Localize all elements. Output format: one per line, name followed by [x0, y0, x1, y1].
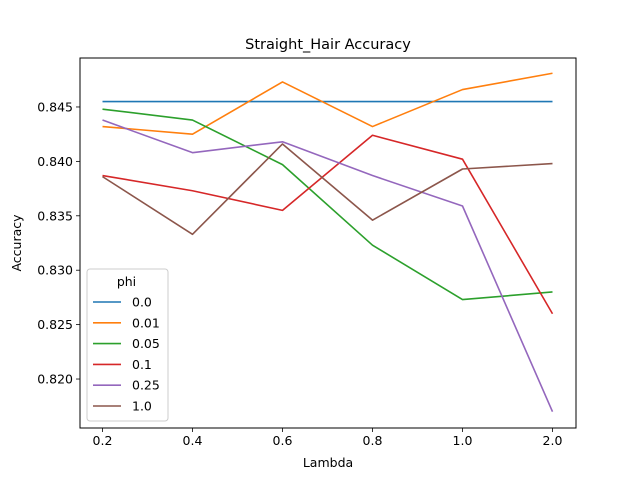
legend-label: 0.01 — [132, 315, 160, 330]
legend-title: phi — [117, 274, 136, 289]
series-line-phi-0.1 — [102, 134, 554, 315]
y-tick-label: 0.835 — [37, 208, 73, 223]
x-axis: 0.2 0.4 0.6 0.8 1.0 2.0 — [93, 428, 563, 448]
x-axis-label: Lambda — [303, 455, 353, 470]
y-tick-label: 0.840 — [37, 154, 73, 169]
x-tick-label: 1.0 — [453, 433, 473, 448]
y-axis-label: Accuracy — [9, 214, 24, 272]
x-tick-label: 2.0 — [543, 433, 563, 448]
series-line-phi-1.0 — [102, 143, 553, 236]
legend-label: 0.1 — [132, 357, 152, 372]
legend-label: 0.25 — [132, 378, 160, 393]
legend: phi 0.0 0.01 0.05 0.1 0.25 1.0 — [86, 268, 169, 422]
legend-label: 0.05 — [132, 336, 160, 351]
chart-title: Straight_Hair Accuracy — [245, 37, 411, 53]
x-tick-label: 0.4 — [183, 433, 203, 448]
x-tick-label: 0.8 — [363, 433, 383, 448]
legend-label: 1.0 — [132, 399, 152, 414]
legend-label: 0.0 — [132, 295, 152, 310]
y-axis: 0.820 0.825 0.830 0.835 0.840 0.845 — [37, 99, 80, 387]
x-tick-label: 0.6 — [273, 433, 293, 448]
series-line-phi-0.25 — [102, 119, 554, 413]
series-line-phi-0.05 — [102, 108, 553, 301]
y-tick-label: 0.830 — [37, 263, 73, 278]
y-tick-label: 0.820 — [37, 372, 73, 387]
series-line-phi-0.01 — [102, 72, 553, 135]
x-tick-label: 0.2 — [93, 433, 113, 448]
legend-box — [86, 268, 169, 422]
series-layer — [102, 72, 554, 413]
y-tick-label: 0.825 — [37, 317, 73, 332]
y-tick-label: 0.845 — [37, 99, 73, 114]
plot-frame — [79, 57, 577, 429]
